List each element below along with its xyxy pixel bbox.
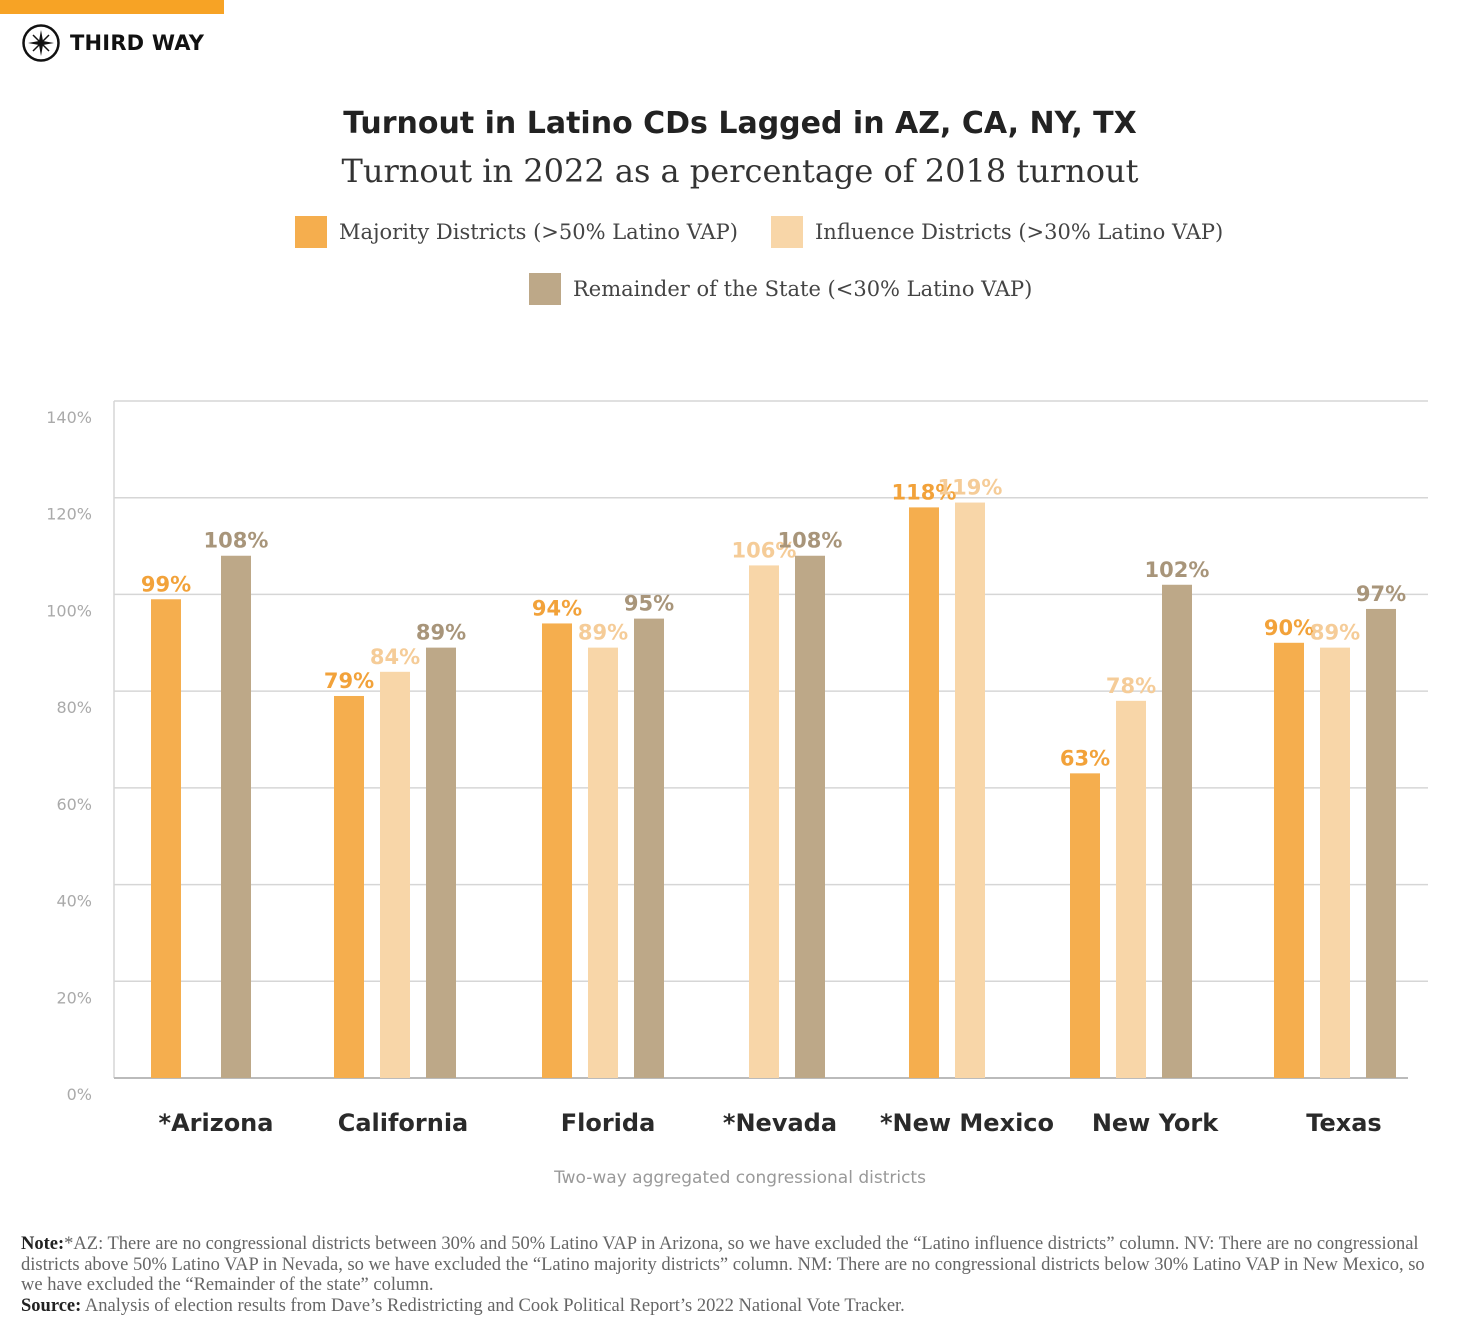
logo-text: THIRD WAY (70, 31, 205, 55)
bar (1320, 647, 1350, 1078)
legend-item-remainder: Remainder of the State (<30% Latino VAP) (529, 273, 1032, 305)
bar (221, 555, 251, 1078)
legend-item-majority: Majority Districts (>50% Latino VAP) (295, 216, 738, 248)
data-label: 84% (370, 645, 420, 669)
data-label: 118% (892, 480, 957, 504)
bar (151, 599, 181, 1078)
data-label: 94% (532, 596, 582, 620)
bar (1366, 608, 1396, 1078)
brand-accent-bar (0, 0, 224, 14)
data-label: 106% (732, 538, 797, 562)
compass-icon (22, 24, 60, 62)
data-label: 99% (141, 572, 191, 596)
y-tick-label: 40% (56, 892, 92, 911)
bar (542, 623, 572, 1078)
source-label: Source: (21, 1295, 82, 1316)
y-tick-label: 60% (56, 795, 92, 814)
bar (380, 671, 410, 1078)
x-category-label: Texas (1306, 1109, 1381, 1137)
y-tick-label: 80% (56, 698, 92, 717)
y-tick-label: 100% (46, 601, 92, 620)
data-label: 89% (416, 621, 466, 645)
y-tick-label: 120% (46, 505, 92, 524)
data-label: 108% (778, 529, 843, 553)
bar (795, 555, 825, 1078)
legend-label: Influence Districts (>30% Latino VAP) (815, 220, 1224, 244)
x-category-label: *Nevada (723, 1109, 837, 1137)
legend-swatch (771, 216, 803, 248)
x-category-label: *Arizona (159, 1109, 274, 1137)
x-axis-caption: Two-way aggregated congressional distric… (554, 1168, 926, 1188)
data-label: 78% (1106, 674, 1156, 698)
data-label: 108% (204, 529, 269, 553)
legend-swatch (295, 216, 327, 248)
note-text: *AZ: There are no congressional district… (21, 1234, 1425, 1295)
third-way-logo: THIRD WAY (21, 23, 204, 63)
bar (1070, 773, 1100, 1078)
y-tick-label: 0% (67, 1085, 92, 1104)
data-label: 119% (938, 476, 1003, 500)
data-label: 63% (1060, 746, 1110, 770)
footnote: Note:*AZ: There are no congressional dis… (21, 1234, 1441, 1316)
data-label: 89% (578, 621, 628, 645)
bar (909, 507, 939, 1078)
bar (634, 618, 664, 1078)
data-label: 95% (624, 592, 674, 616)
bar (588, 647, 618, 1078)
legend-label: Remainder of the State (<30% Latino VAP) (573, 277, 1033, 301)
bar (334, 695, 364, 1078)
chart-subtitle: Turnout in 2022 as a percentage of 2018 … (341, 152, 1139, 190)
x-category-label: Florida (561, 1109, 656, 1137)
note-label: Note: (21, 1234, 65, 1254)
bar-chart: 0% 20% 40% 60% 80% 100% 120% 140% 99% 108% *Arizon… (46, 400, 1428, 1137)
bar (749, 565, 779, 1078)
bar (1116, 700, 1146, 1078)
bar (955, 502, 985, 1078)
data-label: 79% (324, 669, 374, 693)
data-label: 102% (1145, 558, 1210, 582)
x-category-label: *New Mexico (880, 1109, 1054, 1137)
bar (426, 647, 456, 1078)
y-tick-label: 20% (56, 988, 92, 1007)
data-label: 90% (1264, 616, 1314, 640)
bar (1274, 642, 1304, 1078)
legend-swatch (529, 273, 561, 305)
data-label: 97% (1356, 582, 1406, 606)
data-label: 89% (1310, 621, 1360, 645)
legend-label: Majority Districts (>50% Latino VAP) (339, 220, 738, 244)
bar (1162, 584, 1192, 1078)
x-category-label: New York (1092, 1109, 1219, 1137)
chart-title: Turnout in Latino CDs Lagged in AZ, CA, … (343, 106, 1137, 141)
source-text: Analysis of election results from Dave’s… (81, 1295, 905, 1316)
x-category-label: California (338, 1109, 469, 1137)
y-tick-label: 140% (46, 408, 92, 427)
legend-item-influence: Influence Districts (>30% Latino VAP) (771, 216, 1223, 248)
